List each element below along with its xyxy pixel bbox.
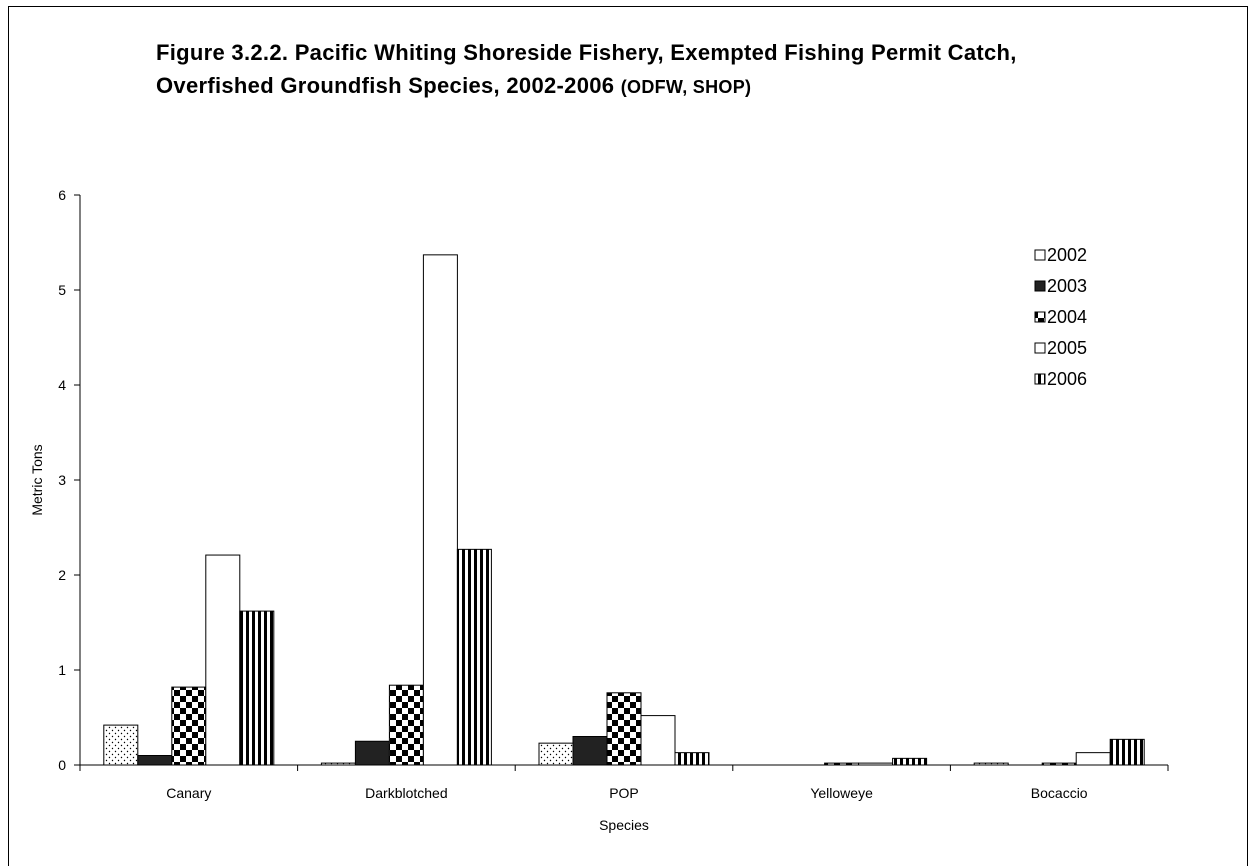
chart-title: Figure 3.2.2. Pacific Whiting Shoreside … xyxy=(156,36,1136,104)
bar-2004-canary xyxy=(171,686,207,766)
bar-2005-darkblotched xyxy=(422,254,458,766)
legend-swatch-2003 xyxy=(1034,280,1046,292)
legend-swatch-2004 xyxy=(1034,311,1046,323)
x-tick-label: POP xyxy=(609,785,639,801)
legend-label-2002: 2002 xyxy=(1047,245,1087,265)
bar-2005-canary xyxy=(205,554,241,766)
legend-swatch-2006 xyxy=(1034,373,1046,385)
legend-label-2003: 2003 xyxy=(1047,276,1087,296)
bar-2006-darkblotched xyxy=(456,548,492,766)
bar-2003-canary xyxy=(137,755,173,766)
bar-2003-darkblotched xyxy=(354,740,390,766)
y-tick-label: 1 xyxy=(58,662,66,678)
bar-2002-darkblotched xyxy=(320,762,356,766)
bar-2002-bocaccio xyxy=(973,762,1009,766)
bar-2005-pop xyxy=(640,715,676,766)
bar-2006-pop xyxy=(674,752,710,766)
chart-frame xyxy=(8,6,1248,866)
bar-2002-canary xyxy=(103,724,139,766)
bar-2005-bocaccio xyxy=(1075,752,1111,766)
y-axis-title: Metric Tons xyxy=(29,444,45,515)
chart-title-main: Figure 3.2.2. Pacific Whiting Shoreside … xyxy=(156,40,1017,98)
bar-2004-darkblotched xyxy=(388,684,424,766)
y-tick-label: 6 xyxy=(58,187,66,203)
y-tick-label: 3 xyxy=(58,472,66,488)
bar-2005-yelloweye xyxy=(858,762,894,766)
legend-label-2006: 2006 xyxy=(1047,369,1087,389)
y-tick-label: 4 xyxy=(58,377,66,393)
legend-label-2004: 2004 xyxy=(1047,307,1087,327)
legend-label-2005: 2005 xyxy=(1047,338,1087,358)
bar-2006-yelloweye xyxy=(892,757,928,766)
x-axis-title: Species xyxy=(599,817,649,833)
bar-2004-yelloweye xyxy=(824,762,860,766)
bar-2003-pop xyxy=(572,736,608,766)
chart-title-suffix: (ODFW, SHOP) xyxy=(620,77,752,97)
bar-2006-canary xyxy=(239,610,275,766)
y-tick-label: 0 xyxy=(58,757,66,773)
y-tick-label: 2 xyxy=(58,567,66,583)
y-tick-label: 5 xyxy=(58,282,66,298)
x-tick-label: Darkblotched xyxy=(365,785,448,801)
legend-swatch-2005 xyxy=(1034,342,1046,354)
bar-2006-bocaccio xyxy=(1109,738,1145,766)
x-tick-label: Canary xyxy=(166,785,211,801)
x-tick-label: Yelloweye xyxy=(810,785,873,801)
legend-swatch-2002 xyxy=(1034,249,1046,261)
bar-2004-pop xyxy=(606,692,642,766)
x-tick-label: Bocaccio xyxy=(1031,785,1088,801)
bar-2002-pop xyxy=(538,742,574,766)
bar-2004-bocaccio xyxy=(1041,762,1077,766)
legend: 2002 2003 2004 2005 2006 xyxy=(1034,245,1087,389)
bars xyxy=(103,254,1145,766)
